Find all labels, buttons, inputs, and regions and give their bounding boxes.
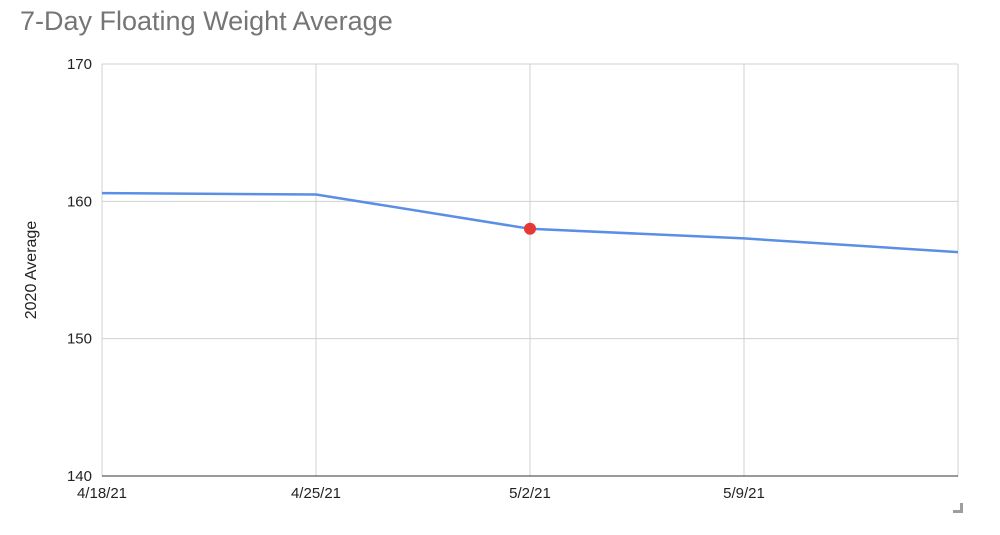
y-tick-label: 150	[67, 331, 92, 348]
x-tick-label: 4/25/21	[291, 485, 341, 502]
highlighted-data-point[interactable]	[524, 222, 536, 235]
x-tick-label: 5/9/21	[723, 485, 765, 502]
chart-title: 7-Day Floating Weight Average	[20, 6, 393, 36]
x-tick-label: 4/18/21	[77, 485, 127, 502]
x-axis-ticks: 4/18/21 4/25/21 5/2/21 5/9/21	[77, 485, 765, 502]
grid-lines	[101, 63, 959, 477]
y-tick-label: 160	[67, 193, 92, 210]
y-tick-label: 140	[67, 468, 92, 485]
y-axis-label: 2020 Average	[23, 221, 40, 320]
x-tick-label: 5/2/21	[509, 485, 551, 502]
y-tick-label: 170	[67, 56, 92, 73]
chart-resize-handle[interactable]	[953, 503, 963, 513]
series-layer	[101, 191, 959, 254]
y-axis-ticks: 140 150 160 170	[67, 56, 92, 485]
